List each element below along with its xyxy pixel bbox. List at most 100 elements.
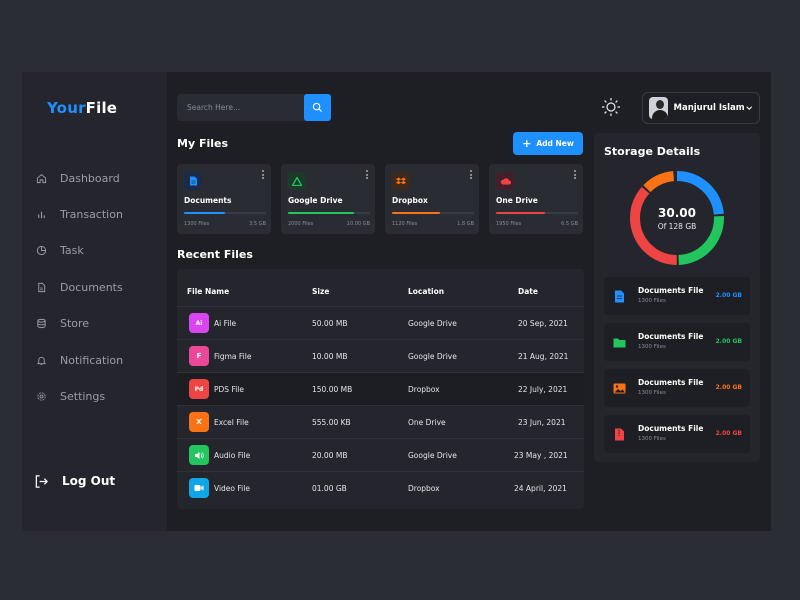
sidebar-item-notification[interactable]: Notification: [32, 342, 162, 378]
sidebar-item-transaction[interactable]: Transaction: [32, 196, 162, 232]
more-options-icon[interactable]: [469, 170, 473, 179]
storage-item-name: Documents File: [638, 378, 704, 387]
file-card-name: Google Drive: [288, 196, 343, 205]
file-size: 20.00 MB: [312, 451, 348, 460]
file-count: 1300 Files: [184, 221, 210, 227]
zip-file-icon: [612, 426, 626, 442]
search-input[interactable]: [187, 94, 297, 121]
storage-item[interactable]: Documents File 1300 Files 2.00 GB: [604, 415, 750, 453]
storage-item-files: 1300 Files: [638, 436, 666, 442]
my-files-title: My Files: [177, 137, 229, 150]
progress-fill: [184, 212, 225, 214]
sidebar-item-label: Task: [60, 244, 84, 258]
file-date: 23 Jun, 2021: [518, 418, 566, 427]
file-card-dropbox[interactable]: Dropbox 1120 Files 1.8 GB: [385, 164, 479, 234]
file-icon-text: X: [196, 418, 202, 426]
file-location: Google Drive: [408, 319, 457, 328]
progress-track: [288, 212, 370, 214]
storage-item-size: 2.00 GB: [715, 292, 742, 299]
col-location[interactable]: Location: [408, 287, 445, 296]
search-button[interactable]: [304, 94, 331, 121]
progress-track: [392, 212, 474, 214]
file-size: 10.00 GB: [346, 221, 370, 227]
app-logo[interactable]: YourFile: [47, 99, 117, 117]
storage-donut-chart: 30.00 Of 128 GB: [629, 170, 725, 266]
file-size: 555.00 KB: [312, 418, 351, 427]
search-bar: [177, 94, 331, 121]
storage-item-size: 2.00 GB: [715, 384, 742, 391]
cloud-icon: [496, 172, 514, 190]
file-count: 1950 Files: [496, 221, 522, 227]
table-row[interactable]: F Figma File 10.00 MB Google Drive 21 Au…: [177, 339, 584, 372]
file-size: 50.00 MB: [312, 319, 348, 328]
sidebar-item-task[interactable]: Task: [32, 233, 162, 269]
more-options-icon[interactable]: [261, 170, 265, 179]
chevron-down-icon: [745, 106, 752, 111]
sidebar-item-dashboard[interactable]: Dashboard: [32, 160, 162, 196]
file-name: PDS File: [214, 385, 244, 394]
add-new-label: Add New: [536, 139, 574, 148]
table-row[interactable]: Ai Ai File 50.00 MB Google Drive 20 Sep,…: [177, 306, 584, 339]
storage-used: 30.00: [658, 205, 696, 220]
excel-file-icon: X: [189, 412, 209, 432]
donut-segment-blue: [630, 171, 724, 265]
file-card-name: Dropbox: [392, 196, 428, 205]
logout-button[interactable]: Log Out: [32, 472, 115, 490]
file-card-one-drive[interactable]: One Drive 1950 Files 6.5 GB: [489, 164, 583, 234]
avatar: [649, 97, 668, 119]
table-row[interactable]: Pd PDS File 150.00 MB Dropbox 22 July, 2…: [177, 372, 584, 405]
more-options-icon[interactable]: [365, 170, 369, 179]
file-size: 10.00 MB: [312, 352, 348, 361]
google-drive-icon: [288, 172, 306, 190]
add-new-button[interactable]: + Add New: [513, 132, 583, 155]
file-size: 150.00 MB: [312, 385, 353, 394]
file-name: Figma File: [214, 352, 252, 361]
home-icon: [32, 169, 50, 187]
file-size: 6.5 GB: [561, 221, 578, 227]
file-cards: Documents 1300 Files 3.5 GB Google Drive…: [177, 164, 584, 234]
storage-item-size: 2.00 GB: [715, 338, 742, 345]
col-size[interactable]: Size: [312, 287, 330, 296]
database-icon: [32, 315, 50, 333]
file-location: Google Drive: [408, 352, 457, 361]
search-icon: [312, 102, 323, 113]
col-date[interactable]: Date: [518, 287, 538, 296]
file-size: 01.00 GB: [312, 484, 347, 493]
file-location: Dropbox: [408, 385, 440, 394]
storage-item-files: 1300 Files: [638, 390, 666, 396]
file-icon-text: Ai: [195, 319, 203, 327]
logout-label: Log Out: [62, 474, 116, 488]
document-icon: [184, 172, 202, 190]
sidebar-item-documents[interactable]: Documents: [32, 269, 162, 305]
recent-files-title: Recent Files: [177, 248, 253, 261]
file-card-documents[interactable]: Documents 1300 Files 3.5 GB: [177, 164, 271, 234]
donut-segment-red: [630, 171, 724, 265]
sidebar-item-store[interactable]: Store: [32, 306, 162, 342]
gear-icon: [32, 388, 50, 406]
table-row[interactable]: Video File 01.00 GB Dropbox 24 April, 20…: [177, 471, 584, 504]
user-menu[interactable]: Manjurul Islam: [642, 92, 760, 124]
sidebar-item-label: Dashboard: [60, 171, 120, 185]
progress-fill: [496, 212, 546, 214]
logo-part-1: Your: [47, 99, 86, 117]
pdf-file-icon: Pd: [189, 379, 209, 399]
storage-item-files: 1300 Files: [638, 298, 666, 304]
file-date: 21 Aug, 2021: [518, 352, 569, 361]
sidebar-item-settings[interactable]: Settings: [32, 378, 162, 414]
more-options-icon[interactable]: [573, 170, 577, 179]
image-icon: [612, 380, 626, 396]
file-name: Audio File: [214, 451, 251, 460]
storage-item[interactable]: Documents File 1300 Files 2.00 GB: [604, 277, 750, 315]
storage-item-name: Documents File: [638, 332, 704, 341]
theme-toggle[interactable]: [600, 96, 622, 118]
storage-details-panel: Storage Details 30.00 Of 128 GB Document…: [594, 133, 760, 462]
table-row[interactable]: Audio File 20.00 MB Google Drive 23 May …: [177, 438, 584, 471]
file-name: Excel File: [214, 418, 249, 427]
file-card-google-drive[interactable]: Google Drive 2000 Files 10.00 GB: [281, 164, 375, 234]
storage-item[interactable]: Documents File 1300 Files 2.00 GB: [604, 369, 750, 407]
document-icon: [612, 288, 626, 304]
donut-center: 30.00 Of 128 GB: [629, 170, 725, 266]
table-row[interactable]: X Excel File 555.00 KB One Drive 23 Jun,…: [177, 405, 584, 438]
col-file-name[interactable]: File Name: [187, 287, 230, 296]
storage-item[interactable]: Documents File 1300 Files 2.00 GB: [604, 323, 750, 361]
